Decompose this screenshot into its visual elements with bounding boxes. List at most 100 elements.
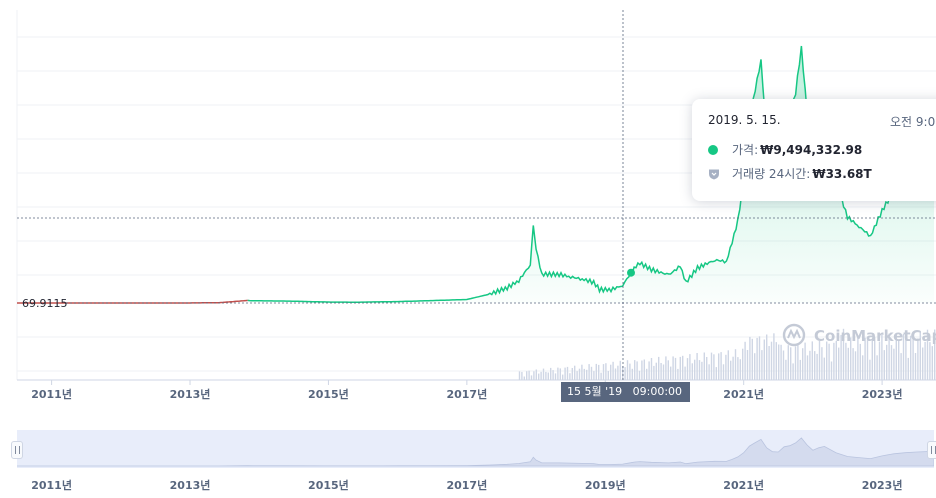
volume-bar: [874, 337, 876, 380]
volume-bar: [643, 359, 645, 380]
volume-bar: [698, 360, 701, 380]
volume-bar: [703, 352, 705, 380]
x-tick-label: 2021년: [723, 387, 764, 401]
volume-bar: [550, 367, 552, 380]
range-navigator[interactable]: [17, 430, 934, 468]
volume-bar: [785, 359, 787, 380]
volume-bar: [720, 352, 722, 380]
volume-bar: [670, 366, 672, 380]
volume-bars: [518, 328, 936, 380]
volume-bar: [708, 364, 710, 380]
volume-bar: [526, 371, 528, 380]
volume-bar: [595, 363, 597, 380]
x-tick-label: 2011년: [31, 387, 72, 401]
volume-bar: [818, 341, 821, 380]
volume-bar: [562, 374, 564, 380]
volume-bar: [677, 368, 679, 380]
volume-bar: [727, 350, 729, 380]
volume-bar: [578, 368, 581, 380]
navigator-tick-label: 2011년: [31, 478, 72, 492]
volume-bar: [574, 365, 576, 380]
volume-bar: [713, 354, 715, 380]
volume-bar: [888, 333, 890, 380]
volume-bar: [893, 348, 895, 380]
volume-bar: [794, 346, 797, 380]
tooltip-date: 2019. 5. 15.: [708, 113, 781, 127]
tooltip: 2019. 5. 15. 오전 9:00 가격: ₩9,494,332.98 거…: [692, 99, 936, 201]
volume-bar: [886, 344, 888, 380]
volume-bar: [835, 340, 837, 380]
volume-bar: [766, 334, 768, 380]
volume-bar: [871, 339, 873, 380]
volume-bar: [744, 341, 746, 380]
volume-bar: [619, 360, 621, 380]
tooltip-volume-label: 거래량 24시간:: [732, 167, 811, 181]
volume-bar: [826, 341, 828, 380]
volume-bar: [922, 347, 924, 380]
volume-bar: [718, 353, 720, 380]
volume-bar: [542, 368, 545, 380]
volume-bar: [607, 371, 609, 380]
volume-bar: [686, 358, 689, 380]
volume-bar: [862, 355, 864, 380]
volume-bar: [538, 373, 540, 380]
volume-bar: [806, 355, 809, 380]
volume-bar: [559, 368, 561, 380]
volume-bar: [653, 365, 655, 380]
volume-bar: [790, 347, 792, 380]
volume-bar: [600, 372, 602, 380]
volume-bar: [523, 376, 525, 380]
volume-bar: [924, 341, 926, 380]
volume-bar: [674, 357, 677, 380]
volume-bar: [751, 338, 753, 380]
volume-bar: [614, 368, 617, 380]
volume-bar: [739, 359, 741, 380]
volume-bar: [934, 329, 936, 380]
volume-bar: [725, 354, 727, 380]
volume-bar: [554, 373, 557, 380]
volume-bar: [780, 344, 782, 380]
volume-bar: [694, 359, 696, 380]
tooltip-price-label: 가격:: [732, 143, 759, 157]
volume-bar: [749, 336, 751, 380]
volume-bar: [816, 353, 818, 380]
volume-bar: [857, 337, 859, 380]
volume-bar: [564, 367, 566, 380]
volume-bar: [838, 347, 840, 380]
volume-bar: [545, 371, 547, 380]
volume-bar: [672, 356, 674, 380]
navigator-area: [17, 437, 934, 467]
volume-bar: [706, 357, 708, 380]
volume-bar: [631, 368, 633, 380]
volume-bar: [890, 345, 893, 380]
crosshair-time: 09:00:00: [632, 385, 683, 398]
volume-bar: [912, 333, 914, 380]
volume-bar: [840, 334, 842, 380]
volume-bar: [929, 342, 931, 380]
volume-bar: [802, 348, 804, 380]
volume-bar: [799, 359, 801, 380]
volume-bar: [845, 342, 847, 380]
volume-bar: [828, 343, 830, 380]
volume-bar: [898, 340, 900, 380]
volume-bar: [540, 371, 542, 380]
x-tick-label: 2015년: [308, 387, 349, 401]
volume-bar: [823, 357, 825, 380]
volume-bar: [648, 361, 650, 380]
volume-bar: [521, 371, 523, 380]
navigator-right-handle[interactable]: [927, 441, 936, 459]
tooltip-price-row: 가격: ₩9,494,332.98: [708, 141, 862, 158]
navigator-tick-label: 2021년: [723, 478, 764, 492]
crosshair-date: 15 5월 '19: [567, 385, 623, 398]
volume-bar: [665, 356, 667, 380]
volume-bar: [624, 367, 626, 380]
volume-bar: [583, 368, 585, 380]
crosshair-date-label: 15 5월 '19 09:00:00: [561, 382, 691, 402]
volume-bar: [734, 349, 737, 380]
volume-bar: [530, 375, 533, 380]
volume-bar: [622, 366, 624, 380]
volume-bar: [881, 334, 883, 380]
navigator-left-handle[interactable]: [11, 441, 23, 459]
